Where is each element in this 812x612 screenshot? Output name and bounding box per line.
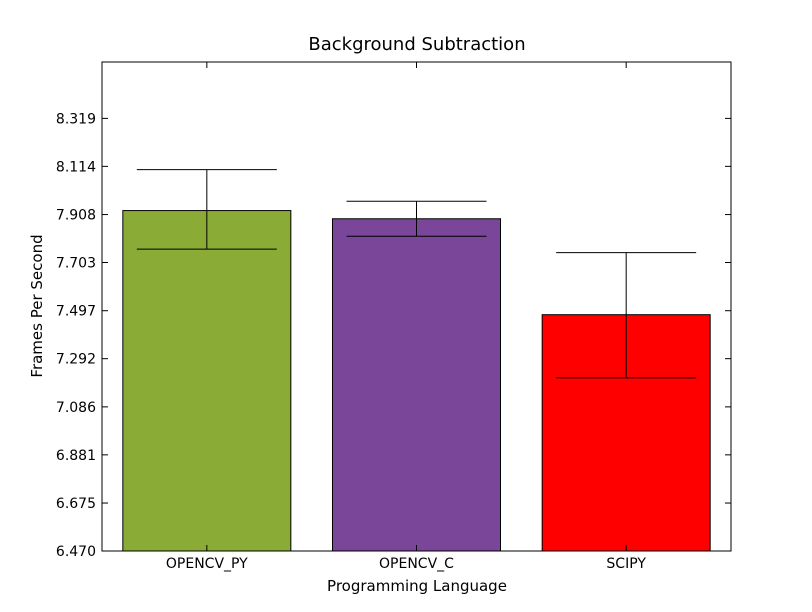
y-tick-label: 7.703 [56, 256, 96, 272]
x-tick-label: OPENCV_C [379, 556, 454, 572]
chart-title: Background Subtraction [308, 34, 525, 55]
x-tick-label: SCIPY [606, 556, 646, 572]
y-tick-label: 7.908 [56, 208, 96, 224]
y-tick-label: 8.114 [56, 159, 96, 175]
plot-frame [101, 61, 732, 552]
y-tick-label: 6.470 [56, 544, 96, 560]
x-tick-label: OPENCV_PY [166, 556, 248, 572]
y-tick-label: 7.292 [56, 352, 96, 368]
y-tick-label: 7.086 [56, 400, 96, 416]
plot-marks: 6.470 6.675 6.881 7.086 7.292 7.497 7.703 7.908… [56, 62, 731, 572]
y-tick-label: 6.675 [56, 496, 96, 512]
y-tick-label: 8.319 [56, 111, 96, 127]
y-axis-label: Frames Per Second [28, 234, 46, 377]
bar-opencv-py [122, 210, 292, 552]
bar-opencv-c [332, 218, 501, 552]
x-axis-label: Programming Language [327, 577, 507, 595]
y-tick-label: 6.881 [56, 448, 96, 464]
y-tick-label: 7.497 [56, 304, 96, 320]
